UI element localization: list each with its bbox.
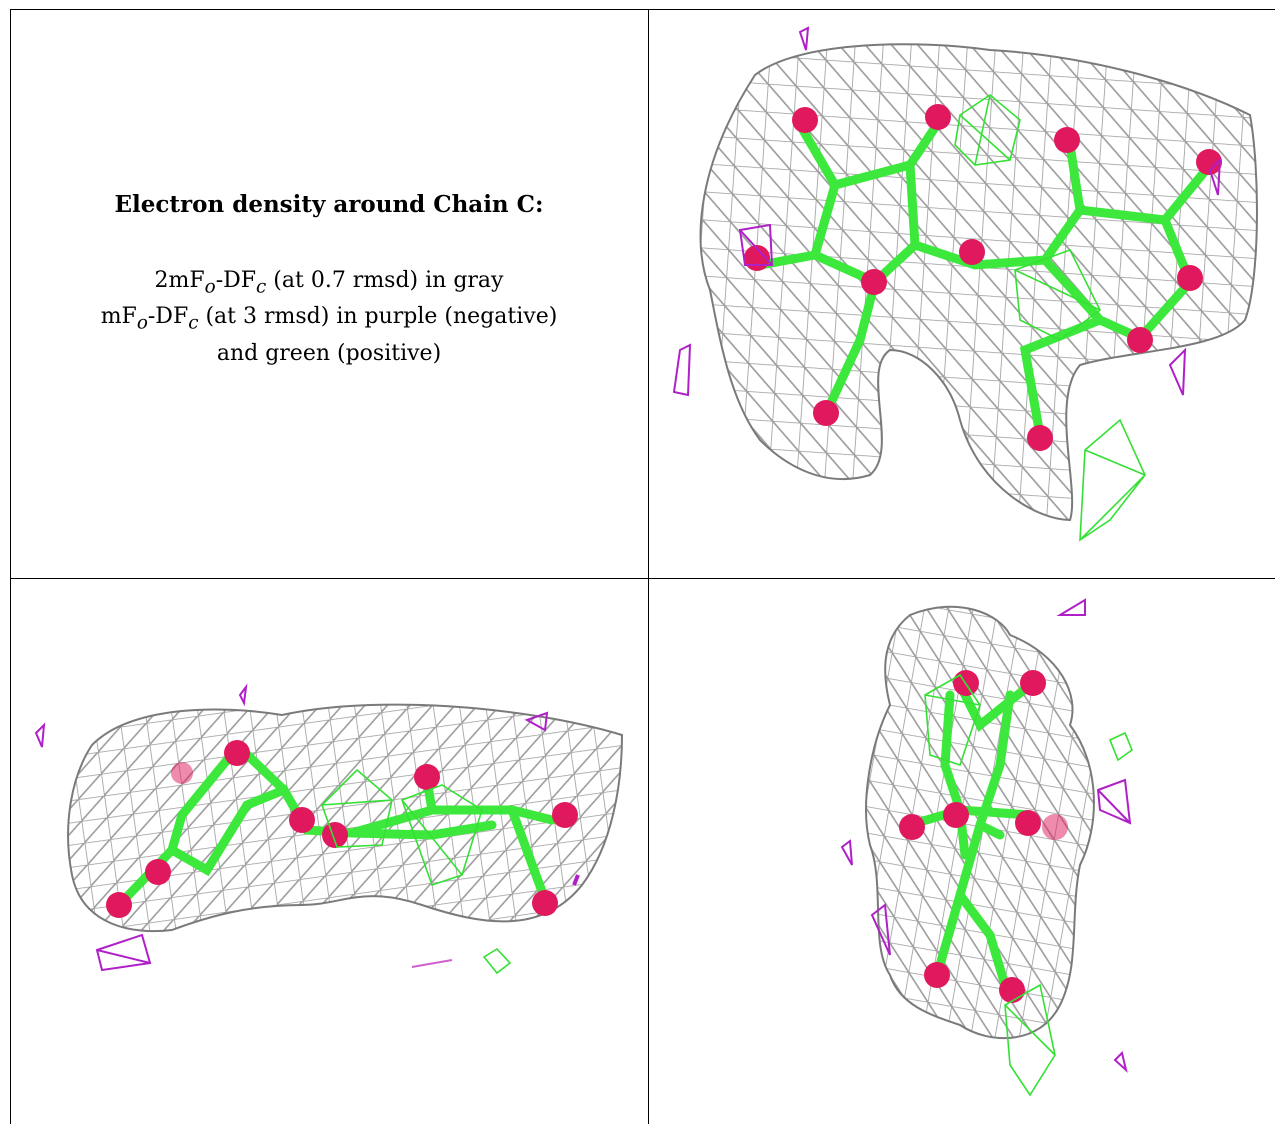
side-view-render: [34, 683, 624, 975]
positive-difference-density: [954, 94, 1147, 542]
table-row-divider: [10, 578, 1275, 579]
caption-line-gray: 2mFo-DFc (at 0.7 rmsd) in gray: [154, 268, 504, 298]
density-panel-end-view: [660, 585, 1260, 1120]
caption-line-green: and green (positive): [216, 340, 442, 366]
negative-difference-density: [34, 683, 580, 972]
end-view-render: [840, 598, 1133, 1097]
negative-difference-density: [840, 598, 1132, 1073]
caption-cell: Electron density around Chain C: 2mFo-DF…: [10, 190, 648, 369]
negative-difference-density: [672, 26, 1222, 397]
positive-difference-density: [321, 768, 512, 975]
table-left-border: [10, 9, 11, 1124]
red-oxygen-atoms: [744, 104, 1222, 451]
gray-density-mesh: [699, 43, 1258, 522]
front-view-render: [672, 26, 1258, 542]
table-top-border: [10, 9, 1275, 10]
density-panel-front-view: [660, 20, 1260, 570]
red-oxygen-atoms: [106, 740, 578, 918]
caption-line-purple: mFo-DFc (at 3 rmsd) in purple (negative): [100, 304, 558, 334]
green-bonds: [905, 680, 1035, 990]
table-middle-divider: [648, 9, 649, 1124]
positive-difference-density: [924, 673, 1133, 1097]
caption-title: Electron density around Chain C:: [114, 191, 544, 218]
density-panel-side-view: [22, 585, 637, 1115]
